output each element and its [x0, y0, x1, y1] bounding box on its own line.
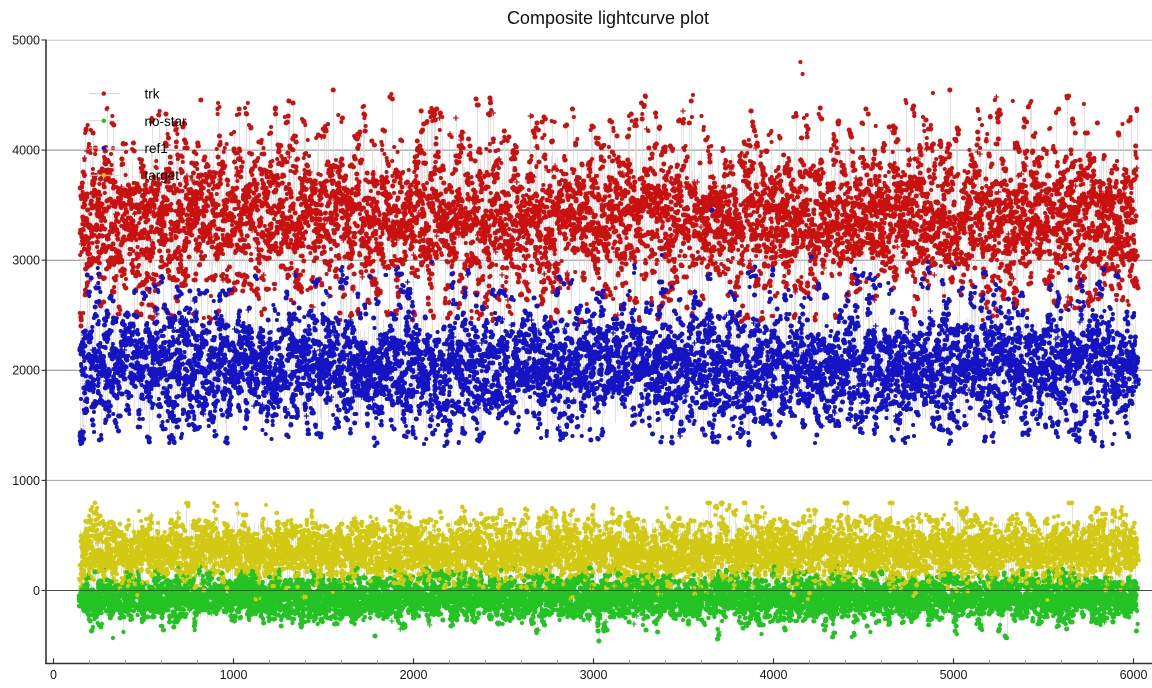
svg-text:5000: 5000: [940, 668, 968, 682]
svg-text:1000: 1000: [12, 474, 40, 488]
svg-text:no-star: no-star: [145, 114, 188, 129]
svg-text:trk: trk: [145, 87, 160, 102]
svg-text:1000: 1000: [220, 668, 248, 682]
svg-text:target: target: [145, 168, 180, 183]
svg-text:2000: 2000: [12, 364, 40, 378]
svg-text:3000: 3000: [12, 254, 40, 268]
svg-text:3000: 3000: [580, 668, 608, 682]
svg-text:6000: 6000: [1120, 668, 1148, 682]
svg-text:ref1: ref1: [145, 141, 168, 156]
svg-text:4000: 4000: [12, 144, 40, 158]
svg-text:2000: 2000: [400, 668, 428, 682]
svg-text:0: 0: [33, 584, 40, 598]
svg-text:4000: 4000: [760, 668, 788, 682]
svg-text:5000: 5000: [12, 33, 40, 47]
svg-text:Composite lightcurve plot: Composite lightcurve plot: [507, 8, 709, 28]
svg-text:0: 0: [50, 668, 57, 682]
